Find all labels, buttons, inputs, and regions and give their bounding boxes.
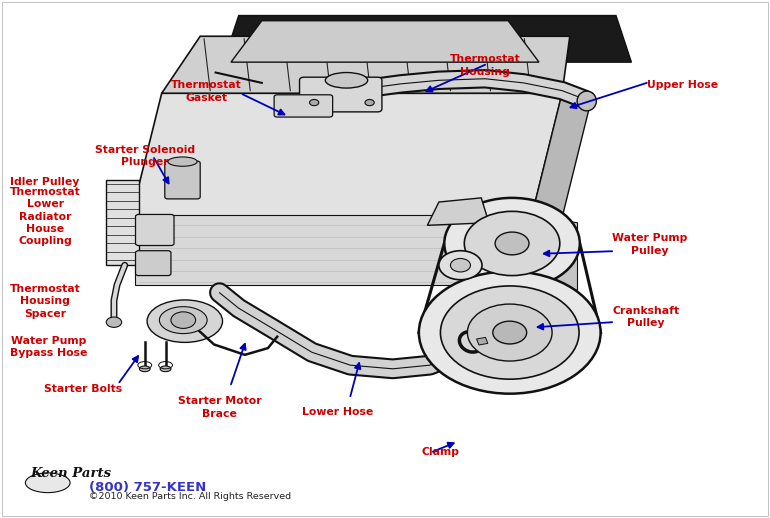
Polygon shape [524, 215, 578, 290]
Polygon shape [223, 16, 631, 62]
Ellipse shape [147, 300, 223, 342]
Circle shape [464, 211, 560, 276]
Circle shape [310, 99, 319, 106]
Text: Upper Hose: Upper Hose [647, 80, 718, 90]
FancyBboxPatch shape [136, 214, 174, 246]
Circle shape [440, 286, 579, 379]
FancyBboxPatch shape [300, 77, 382, 112]
FancyBboxPatch shape [274, 95, 333, 117]
Ellipse shape [139, 366, 150, 372]
Text: Thermostat
Housing: Thermostat Housing [450, 54, 521, 77]
Ellipse shape [325, 73, 368, 88]
Circle shape [365, 99, 374, 106]
Polygon shape [131, 93, 562, 218]
Ellipse shape [578, 91, 596, 111]
Ellipse shape [160, 366, 171, 372]
Text: Thermostat
Housing
Spacer: Thermostat Housing Spacer [10, 284, 81, 319]
Text: Starter Bolts: Starter Bolts [44, 384, 122, 394]
Text: Thermostat
Gasket: Thermostat Gasket [171, 80, 242, 103]
Text: Crankshaft
Pulley: Crankshaft Pulley [612, 306, 679, 328]
Text: Starter Solenoid
Plunger: Starter Solenoid Plunger [95, 145, 195, 167]
Text: Water Pump
Pulley: Water Pump Pulley [612, 233, 688, 256]
Text: Clamp: Clamp [422, 447, 460, 457]
Text: Lower Hose: Lower Hose [302, 407, 373, 416]
Circle shape [171, 312, 196, 328]
Text: Water Pump
Bypass Hose: Water Pump Bypass Hose [10, 336, 87, 358]
Bar [106, 180, 139, 265]
Text: Keen Parts: Keen Parts [31, 467, 112, 481]
Text: Thermostat
Lower
Radiator
House
Coupling: Thermostat Lower Radiator House Coupling [10, 186, 81, 247]
Polygon shape [162, 36, 570, 93]
Ellipse shape [168, 157, 197, 166]
Circle shape [450, 258, 470, 272]
FancyBboxPatch shape [165, 161, 200, 199]
Circle shape [419, 271, 601, 394]
Circle shape [439, 251, 482, 280]
Polygon shape [427, 198, 489, 225]
Ellipse shape [159, 307, 207, 334]
Circle shape [106, 317, 122, 327]
Text: Idler Pulley: Idler Pulley [10, 177, 79, 188]
Text: Starter Motor
Brace: Starter Motor Brace [178, 396, 261, 419]
Polygon shape [531, 93, 593, 218]
Bar [477, 337, 488, 345]
Circle shape [493, 321, 527, 344]
Circle shape [495, 232, 529, 255]
Circle shape [467, 304, 552, 361]
Polygon shape [135, 215, 524, 285]
Polygon shape [231, 21, 539, 62]
Circle shape [444, 198, 580, 289]
FancyBboxPatch shape [136, 251, 171, 276]
Ellipse shape [25, 473, 70, 493]
Text: ©2010 Keen Parts Inc. All Rights Reserved: ©2010 Keen Parts Inc. All Rights Reserve… [89, 492, 291, 501]
Text: (800) 757-KEEN: (800) 757-KEEN [89, 481, 206, 495]
